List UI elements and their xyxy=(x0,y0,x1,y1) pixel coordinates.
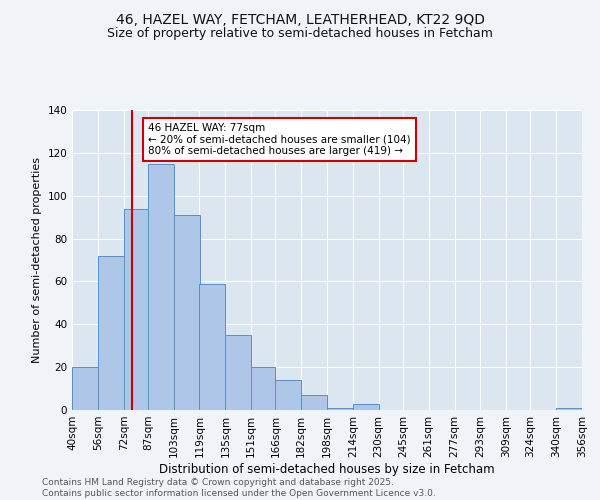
Y-axis label: Number of semi-detached properties: Number of semi-detached properties xyxy=(32,157,42,363)
Bar xyxy=(251,367,275,410)
Bar xyxy=(173,215,199,410)
Bar xyxy=(226,335,251,410)
Bar xyxy=(72,367,98,410)
Bar xyxy=(98,256,124,410)
Bar xyxy=(327,408,353,410)
Bar xyxy=(301,395,327,410)
Text: Contains HM Land Registry data © Crown copyright and database right 2025.
Contai: Contains HM Land Registry data © Crown c… xyxy=(42,478,436,498)
Text: Size of property relative to semi-detached houses in Fetcham: Size of property relative to semi-detach… xyxy=(107,28,493,40)
Text: 46, HAZEL WAY, FETCHAM, LEATHERHEAD, KT22 9QD: 46, HAZEL WAY, FETCHAM, LEATHERHEAD, KT2… xyxy=(115,12,485,26)
Bar xyxy=(148,164,173,410)
Bar xyxy=(124,208,148,410)
Bar xyxy=(353,404,379,410)
Bar xyxy=(556,408,582,410)
Bar xyxy=(199,284,226,410)
Bar xyxy=(275,380,301,410)
Text: 46 HAZEL WAY: 77sqm
← 20% of semi-detached houses are smaller (104)
80% of semi-: 46 HAZEL WAY: 77sqm ← 20% of semi-detach… xyxy=(148,123,410,156)
X-axis label: Distribution of semi-detached houses by size in Fetcham: Distribution of semi-detached houses by … xyxy=(159,462,495,475)
